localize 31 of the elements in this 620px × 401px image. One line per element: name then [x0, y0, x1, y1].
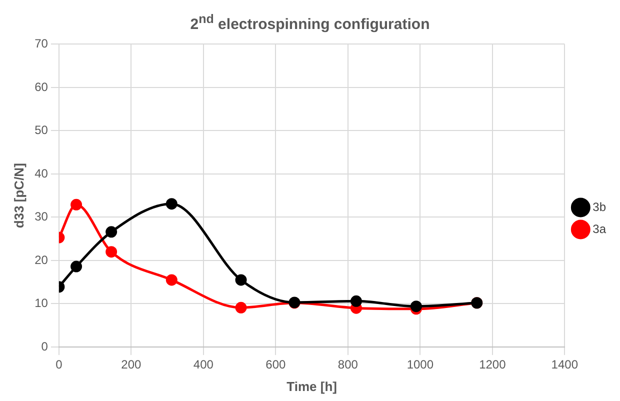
x-tick-label: 1200	[479, 358, 506, 372]
x-tick-label: 1400	[551, 358, 578, 372]
point	[410, 300, 422, 312]
point	[166, 198, 178, 210]
point	[350, 295, 362, 307]
point	[106, 226, 118, 238]
legend-label: 3a	[592, 222, 606, 236]
point	[235, 274, 247, 286]
y-tick-label: 70	[34, 36, 48, 51]
y-tick-label: 20	[34, 252, 48, 267]
y-tick-label: 10	[34, 296, 48, 310]
y-tick-label: 30	[34, 210, 48, 224]
x-tick-label: 800	[338, 358, 358, 372]
x-axis-title: Time [h]	[286, 378, 337, 394]
x-tick-label: 400	[193, 358, 214, 372]
x-tick-label: 600	[266, 358, 286, 372]
point	[70, 260, 82, 272]
y-tick-label: 40	[34, 166, 48, 180]
x-tick-label: 1000	[406, 358, 434, 372]
x-tick-label: 0	[56, 358, 63, 372]
chart-title: 2$^{nd}$ electrospinning configuration	[189, 11, 431, 34]
y-tick-label: 0	[41, 339, 48, 354]
point	[235, 302, 247, 314]
point	[166, 274, 178, 286]
point	[70, 198, 82, 210]
x-tick-label: 200	[121, 358, 142, 372]
y-tick-label: 50	[34, 123, 48, 138]
legend-label: 3b	[592, 200, 606, 214]
y-axis-title: d33 [pC/N]	[11, 163, 26, 228]
point	[106, 246, 118, 258]
y-tick-label: 60	[34, 80, 48, 94]
